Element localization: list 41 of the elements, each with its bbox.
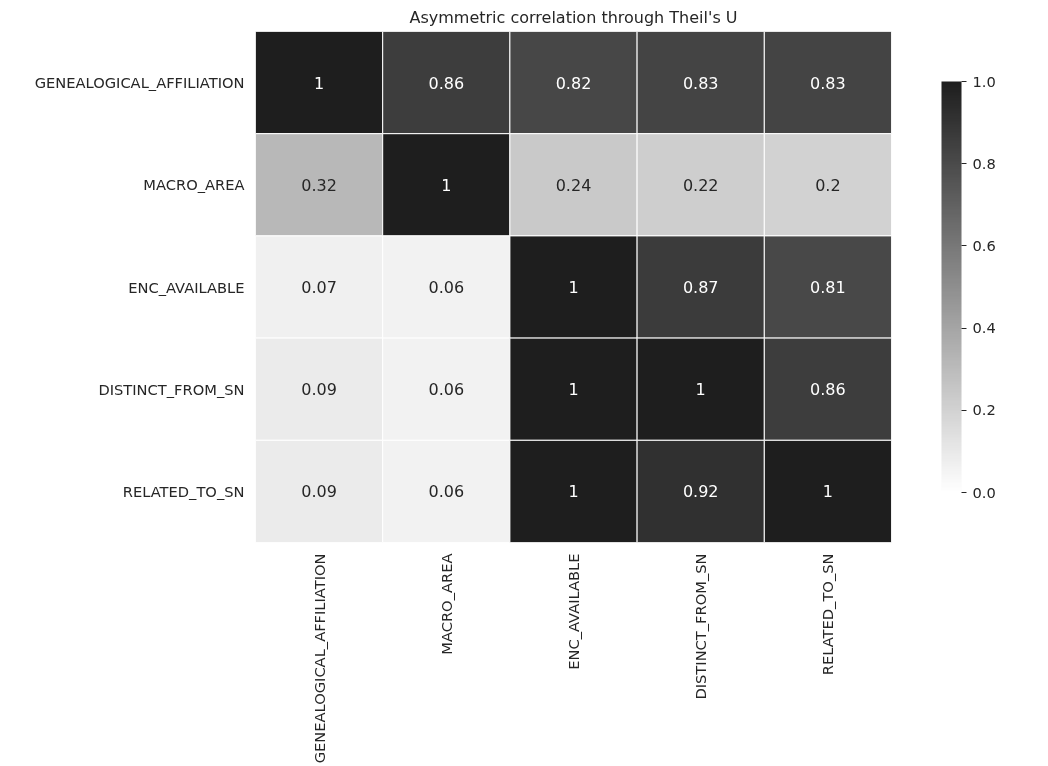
data-label: 0.83	[682, 73, 719, 93]
y-tick-label: GENEALOGICAL_AFFILIATION	[34, 74, 245, 92]
x-tick-label: ENC_AVAILABLE	[565, 553, 582, 670]
data-label: 0.82	[555, 73, 592, 93]
data-label: 0.24	[555, 175, 592, 195]
color-bar-label: 0.4	[972, 319, 996, 337]
x-tick-label: MACRO_AREA	[437, 553, 455, 655]
data-label: 0.83	[810, 73, 846, 93]
data-label: 1	[822, 482, 833, 502]
data-label: 0.87	[682, 278, 719, 297]
data-label: 0.09	[301, 482, 337, 502]
y-tick-label: MACRO_AREA	[143, 176, 245, 194]
data-label: 0.06	[428, 278, 465, 297]
data-label: 1	[314, 73, 325, 93]
color-bar-label: 1.0	[972, 72, 996, 90]
data-label: 1	[695, 380, 706, 400]
color-bar-label: 0.6	[972, 236, 996, 254]
data-label: 1	[568, 482, 579, 502]
data-label: 0.06	[428, 380, 465, 400]
data-label: 0.07	[301, 278, 337, 297]
data-label: 0.09	[301, 380, 337, 400]
data-label: 0.92	[682, 482, 719, 502]
data-label: 0.86	[810, 380, 846, 400]
color-bar-label: 0.2	[972, 401, 996, 419]
chart-title: Asymmetric correlation through Theil's U	[409, 7, 738, 27]
color-bar-label: 0.0	[972, 483, 996, 501]
data-label: 0.22	[682, 175, 719, 195]
data-label: 0.06	[428, 482, 465, 502]
data-label: 1	[568, 380, 579, 400]
y-tick-label: ENC_AVAILABLE	[128, 278, 245, 296]
x-tick-label: DISTINCT_FROM_SN	[692, 553, 710, 700]
data-label: 0.32	[301, 175, 337, 195]
data-label: 0.2	[815, 175, 841, 195]
x-tick-label: RELATED_TO_SN	[819, 553, 837, 676]
y-tick-label: DISTINCT_FROM_SN	[98, 380, 245, 398]
y-tick-label: RELATED_TO_SN	[122, 482, 245, 500]
data-label: 1	[568, 278, 579, 297]
data-label: 1	[441, 175, 452, 195]
data-label: 0.86	[428, 73, 465, 93]
data-label: 0.81	[810, 278, 846, 297]
color-bar-label: 0.8	[972, 154, 996, 172]
